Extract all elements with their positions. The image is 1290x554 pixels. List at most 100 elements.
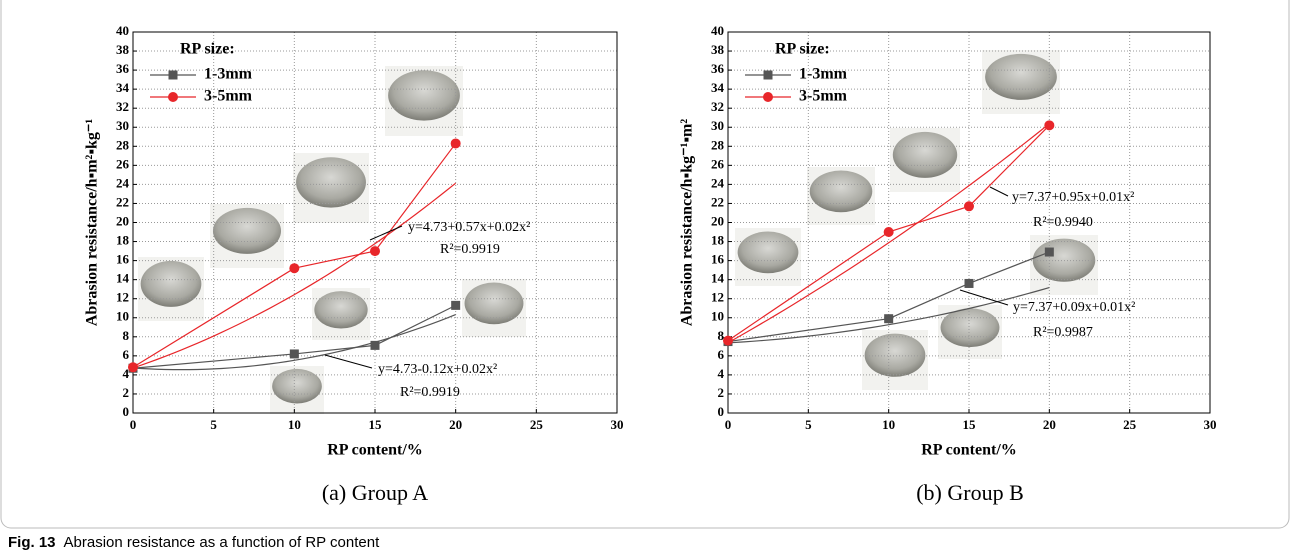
y-tick-label: 2 [718, 385, 725, 400]
sample-photo [212, 207, 282, 254]
y-tick-label: 36 [116, 61, 130, 76]
data-point [289, 349, 299, 359]
data-point [723, 335, 733, 346]
sample-photo [737, 231, 799, 274]
legend-marker [168, 70, 178, 80]
y-tick-label: 22 [116, 194, 129, 209]
fit-curve [727, 123, 1050, 344]
fit-curve [727, 286, 1050, 344]
figure-label: Fig. 13 Abrasion resistance as a function… [8, 534, 380, 551]
sample-photo [388, 70, 460, 121]
x-axis-label: RP content/% [327, 442, 423, 459]
data-point [450, 138, 461, 149]
y-tick-label: 40 [711, 23, 724, 38]
y-tick-label: 30 [116, 118, 129, 133]
x-tick-label: 30 [1204, 417, 1217, 432]
y-tick-label: 16 [711, 252, 725, 267]
sample-photo [892, 131, 958, 178]
plot-frame [132, 31, 618, 414]
legend-marker [168, 92, 178, 102]
x-tick-label: 30 [611, 417, 624, 432]
x-tick-label: 15 [963, 417, 977, 432]
y-tick-label: 24 [116, 175, 130, 190]
fit-curve [132, 314, 456, 371]
y-tick-label: 32 [116, 99, 129, 114]
data-point [370, 340, 380, 350]
data-point [370, 246, 380, 257]
y-tick-label: 22 [711, 194, 724, 209]
sample-photo [272, 368, 322, 404]
series-line [727, 251, 1050, 343]
y-tick-label: 6 [123, 347, 130, 362]
y-tick-label: 24 [711, 175, 725, 190]
data-point [964, 278, 974, 288]
data-point [128, 362, 138, 373]
y-tick-label: 38 [711, 42, 725, 57]
y-axis-label: Abrasion resistance/h▪kg⁻¹▪m² [679, 119, 696, 327]
legend-label: 3-5mm [204, 88, 253, 105]
y-tick-label: 14 [116, 271, 130, 286]
y-tick-label: 28 [116, 137, 130, 152]
series-line [727, 124, 1050, 342]
plot-frame [727, 31, 1211, 414]
y-tick-label: 40 [116, 23, 129, 38]
fit-curve [132, 182, 457, 369]
fit-equation: y=7.37+0.95x+0.01x² [1012, 190, 1134, 205]
sample-photo [864, 333, 926, 377]
y-tick-label: 18 [116, 233, 130, 248]
annotation-leader [324, 354, 373, 369]
caption: (b) Group B [916, 480, 1024, 505]
y-tick-label: 38 [116, 42, 130, 57]
x-tick-label: 0 [725, 417, 732, 432]
y-tick-label: 20 [711, 213, 724, 228]
legend-marker [763, 70, 773, 80]
x-tick-label: 20 [449, 417, 462, 432]
annotation-leader [369, 225, 403, 241]
y-axis-label: Abrasion resistance/h▪m²▪kg⁻¹ [84, 119, 101, 327]
sample-photo [464, 282, 524, 325]
legend-label: 1-3mm [204, 66, 253, 83]
series-line [132, 304, 456, 369]
x-tick-label: 15 [369, 417, 383, 432]
y-tick-label: 6 [718, 347, 725, 362]
fit-r2: R²=0.9919 [400, 385, 460, 400]
sample-photo [940, 308, 1000, 348]
sample-photo [296, 157, 366, 208]
data-point [289, 263, 300, 274]
y-tick-label: 10 [711, 309, 724, 324]
y-tick-label: 0 [123, 404, 130, 419]
y-tick-label: 14 [711, 271, 725, 286]
y-tick-label: 16 [116, 252, 130, 267]
x-tick-label: 5 [210, 417, 217, 432]
y-tick-label: 12 [116, 290, 129, 305]
data-point [883, 227, 894, 238]
series-line [132, 143, 457, 368]
y-tick-label: 28 [711, 137, 725, 152]
x-tick-label: 10 [288, 417, 301, 432]
caption: (a) Group A [322, 480, 428, 505]
y-tick-label: 12 [711, 290, 724, 305]
sample-photo [809, 170, 873, 213]
fit-r2: R²=0.9940 [1033, 215, 1093, 230]
y-tick-label: 4 [123, 366, 130, 381]
annotation-leader [959, 289, 1009, 306]
legend-label: 3-5mm [799, 88, 848, 105]
legend-title: RP size: [775, 41, 830, 58]
x-tick-label: 10 [882, 417, 895, 432]
legend-label: 1-3mm [799, 66, 848, 83]
x-tick-label: 0 [130, 417, 137, 432]
y-tick-label: 2 [123, 385, 130, 400]
legend-marker [763, 92, 773, 102]
legend-title: RP size: [180, 41, 235, 58]
figure-frame [0, 0, 1290, 529]
x-tick-label: 5 [805, 417, 812, 432]
x-tick-label: 25 [1123, 417, 1137, 432]
y-tick-label: 4 [718, 366, 725, 381]
fit-r2: R²=0.9919 [440, 242, 500, 257]
fit-r2: R²=0.9987 [1033, 325, 1093, 340]
annotation-leader [989, 186, 1009, 197]
y-tick-label: 18 [711, 233, 725, 248]
y-tick-label: 0 [718, 404, 725, 419]
y-tick-label: 8 [123, 328, 130, 343]
